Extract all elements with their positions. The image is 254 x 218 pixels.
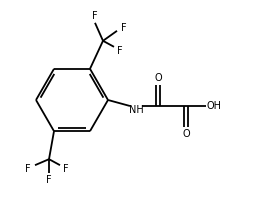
- Text: O: O: [154, 73, 162, 83]
- Text: OH: OH: [207, 101, 221, 111]
- Text: F: F: [121, 23, 127, 33]
- Text: F: F: [117, 46, 123, 56]
- Text: F: F: [63, 164, 69, 174]
- Text: O: O: [182, 129, 190, 139]
- Text: F: F: [25, 164, 31, 174]
- Text: F: F: [92, 11, 98, 21]
- Text: F: F: [46, 175, 52, 185]
- Text: NH: NH: [129, 105, 143, 115]
